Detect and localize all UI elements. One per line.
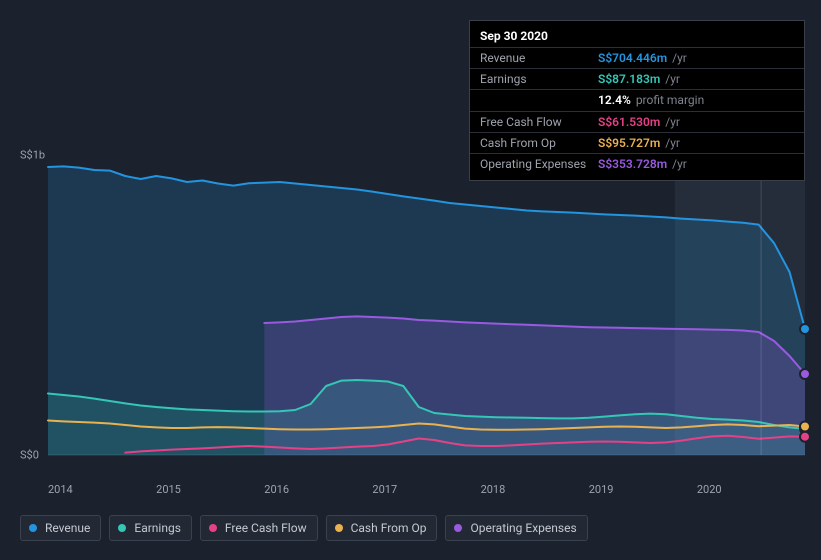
chart-area[interactable]: S$0S$1b — [0, 155, 821, 475]
tooltip-row: Cash From OpS$95.727m /yr — [470, 132, 804, 153]
series-end-marker-operating_expenses — [800, 369, 810, 379]
x-axis-label: 2018 — [481, 483, 589, 499]
legend: Revenue Earnings Free Cash Flow Cash From O… — [20, 515, 588, 541]
x-axis-label: 2020 — [697, 483, 805, 499]
legend-dot-icon — [454, 524, 462, 532]
tooltip-row: Operating ExpensesS$353.728m /yr — [470, 153, 804, 174]
legend-dot-icon — [209, 524, 217, 532]
tooltip-label: Operating Expenses — [480, 156, 598, 172]
legend-label: Free Cash Flow — [225, 521, 307, 535]
x-axis-label: 2016 — [264, 483, 372, 499]
tooltip-label: Free Cash Flow — [480, 114, 598, 130]
tooltip-row: 12.4% profit margin — [470, 89, 804, 110]
x-axis: 2014201520162017201820192020 — [48, 483, 805, 499]
legend-item-revenue[interactable]: Revenue — [20, 515, 101, 541]
legend-item-operating_expenses[interactable]: Operating Expenses — [445, 515, 587, 541]
legend-item-cash_from_op[interactable]: Cash From Op — [326, 515, 438, 541]
legend-label: Operating Expenses — [470, 521, 576, 535]
x-axis-label: 2014 — [48, 483, 156, 499]
legend-label: Cash From Op — [351, 521, 427, 535]
tooltip-value: S$353.728m /yr — [598, 156, 687, 172]
series-end-marker-cash_from_op — [800, 422, 810, 432]
series-end-marker-revenue — [800, 324, 810, 334]
chart-tooltip: Sep 30 2020 RevenueS$704.446m /yrEarning… — [469, 20, 805, 181]
legend-dot-icon — [335, 524, 343, 532]
y-axis-label: S$1b — [20, 149, 45, 162]
tooltip-row: RevenueS$704.446m /yr — [470, 47, 804, 68]
legend-label: Revenue — [45, 521, 90, 535]
tooltip-label: Cash From Op — [480, 135, 598, 151]
tooltip-label: Earnings — [480, 71, 598, 87]
x-axis-label: 2015 — [156, 483, 264, 499]
x-axis-label: 2019 — [589, 483, 697, 499]
tooltip-value: S$704.446m /yr — [598, 50, 687, 66]
tooltip-row: EarningsS$87.183m /yr — [470, 68, 804, 89]
tooltip-label: Revenue — [480, 50, 598, 66]
x-axis-label: 2017 — [372, 483, 480, 499]
chart-svg — [0, 155, 821, 475]
legend-dot-icon — [118, 524, 126, 532]
tooltip-rows: RevenueS$704.446m /yrEarningsS$87.183m /… — [470, 47, 804, 174]
legend-dot-icon — [29, 524, 37, 532]
tooltip-row: Free Cash FlowS$61.530m /yr — [470, 111, 804, 132]
tooltip-value: S$95.727m /yr — [598, 135, 680, 151]
legend-label: Earnings — [134, 521, 181, 535]
series-end-marker-free_cash_flow — [800, 432, 810, 442]
tooltip-date: Sep 30 2020 — [470, 27, 804, 47]
tooltip-value: S$61.530m /yr — [598, 114, 680, 130]
tooltip-value: S$87.183m /yr — [598, 71, 680, 87]
legend-item-earnings[interactable]: Earnings — [109, 515, 192, 541]
tooltip-label — [480, 92, 598, 108]
y-axis-label: S$0 — [20, 449, 39, 462]
legend-item-free_cash_flow[interactable]: Free Cash Flow — [200, 515, 318, 541]
tooltip-value: 12.4% profit margin — [598, 92, 704, 108]
